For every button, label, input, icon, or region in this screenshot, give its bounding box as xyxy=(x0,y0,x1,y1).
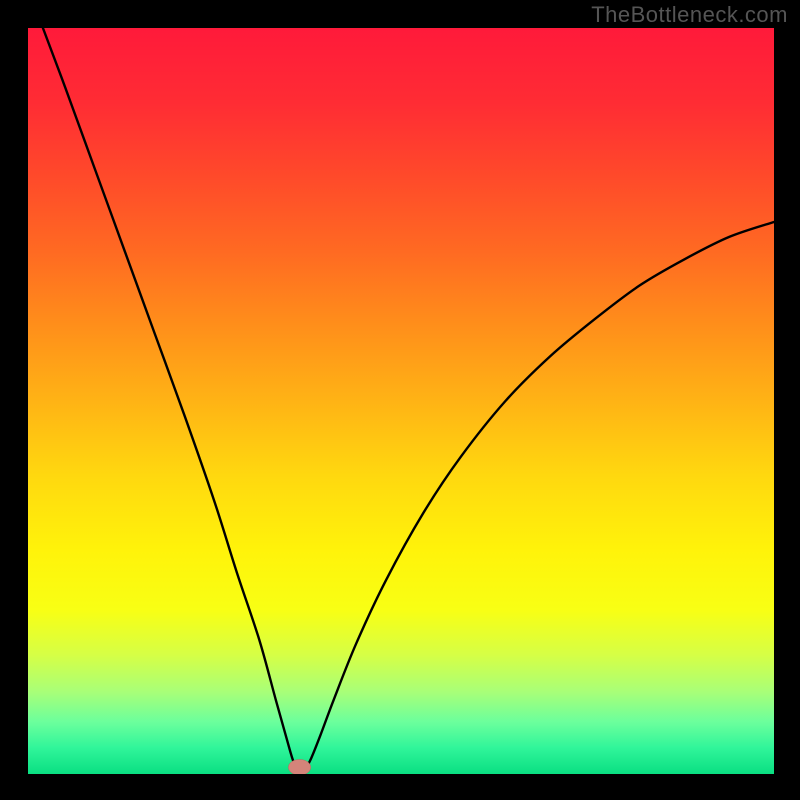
plot-background xyxy=(28,28,774,774)
chart-frame: TheBottleneck.com xyxy=(0,0,800,800)
watermark-label: TheBottleneck.com xyxy=(591,2,788,28)
bottleneck-chart xyxy=(28,28,774,774)
min-marker xyxy=(288,759,310,774)
